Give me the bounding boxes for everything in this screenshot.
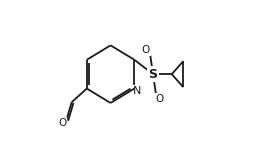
- Text: O: O: [58, 118, 66, 128]
- Text: N: N: [133, 86, 142, 96]
- Text: S: S: [148, 68, 158, 81]
- Text: O: O: [142, 45, 150, 55]
- Text: O: O: [155, 94, 163, 104]
